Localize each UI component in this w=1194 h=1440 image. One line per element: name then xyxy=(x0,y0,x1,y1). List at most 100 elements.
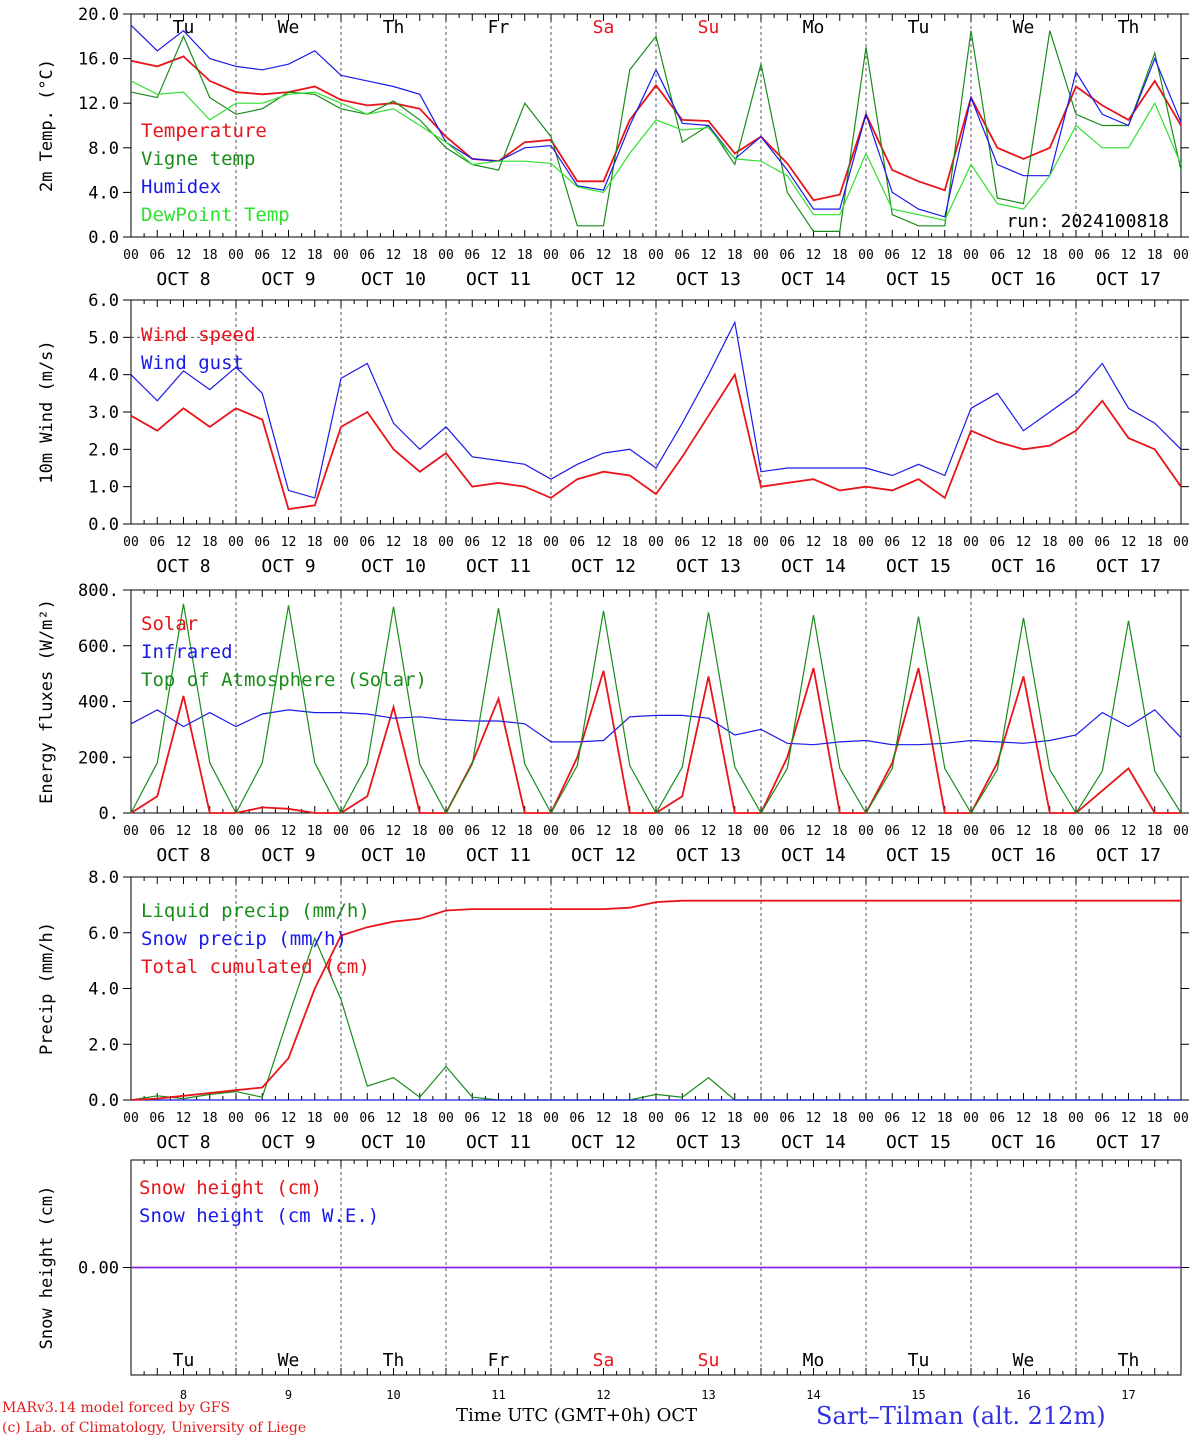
hour-tick-label: 00 xyxy=(438,535,454,550)
hour-tick-label: 12 xyxy=(386,535,402,550)
date-label: OCT 16 xyxy=(991,556,1056,577)
hour-tick-label: 18 xyxy=(832,248,848,263)
hour-tick-label: 00 xyxy=(753,248,769,263)
model-credit: MARv3.14 model forced by GFS xyxy=(2,1400,231,1416)
hour-tick-label: 06 xyxy=(674,824,690,839)
date-label: OCT 13 xyxy=(676,1132,741,1153)
y-tick-label: 16.0 xyxy=(78,50,119,70)
hour-tick-label: 12 xyxy=(806,248,822,263)
hour-tick-label: 00 xyxy=(543,824,559,839)
hour-tick-label: 00 xyxy=(648,535,664,550)
day-number-label: 14 xyxy=(806,1388,820,1402)
date-label: OCT 14 xyxy=(781,1132,846,1153)
hour-tick-label: 18 xyxy=(727,1111,743,1126)
hour-tick-label: 06 xyxy=(1094,1111,1110,1126)
date-label: OCT 8 xyxy=(156,269,210,290)
hour-tick-label: 00 xyxy=(438,248,454,263)
date-label: OCT 8 xyxy=(156,845,210,866)
y-tick-label: 12.0 xyxy=(78,94,119,114)
hour-tick-label: 12 xyxy=(911,535,927,550)
hour-tick-label: 00 xyxy=(1173,1111,1189,1126)
hour-tick-label: 00 xyxy=(858,824,874,839)
hour-tick-label: 12 xyxy=(386,824,402,839)
hour-tick-label: 06 xyxy=(569,535,585,550)
weekday-label: Sa xyxy=(593,1350,615,1371)
date-label: OCT 8 xyxy=(156,1132,210,1153)
hour-tick-label: 12 xyxy=(806,824,822,839)
hour-tick-label: 00 xyxy=(963,824,979,839)
series-line-vigne-temp xyxy=(130,30,1182,232)
hour-tick-label: 12 xyxy=(911,824,927,839)
hour-tick-label: 12 xyxy=(701,248,717,263)
hour-tick-label: 00 xyxy=(1173,535,1189,550)
weekday-label: Fr xyxy=(488,1350,510,1371)
series-line-humidex xyxy=(130,24,1182,218)
weekday-label: Tu xyxy=(173,17,195,38)
hour-tick-label: 12 xyxy=(596,1111,612,1126)
date-label: OCT 9 xyxy=(261,556,315,577)
hour-tick-label: 18 xyxy=(937,1111,953,1126)
date-label: OCT 14 xyxy=(781,845,846,866)
hour-tick-label: 00 xyxy=(1068,535,1084,550)
y-axis-label: Precip (mm/h) xyxy=(37,922,57,1055)
hour-tick-label: 06 xyxy=(674,535,690,550)
y-tick-label: 5.0 xyxy=(88,328,119,348)
hour-tick-label: 00 xyxy=(963,535,979,550)
hour-tick-label: 00 xyxy=(858,535,874,550)
hour-tick-label: 00 xyxy=(228,248,244,263)
weekday-label: Fr xyxy=(488,17,510,38)
hour-tick-label: 00 xyxy=(543,1111,559,1126)
date-label: OCT 17 xyxy=(1096,269,1161,290)
weekday-label: Tu xyxy=(173,1350,195,1371)
hour-tick-label: 12 xyxy=(386,1111,402,1126)
y-tick-label: 0.0 xyxy=(88,515,119,535)
hour-tick-label: 18 xyxy=(517,1111,533,1126)
hour-tick-label: 06 xyxy=(989,824,1005,839)
date-label: OCT 9 xyxy=(261,1132,315,1153)
panel-frame xyxy=(130,589,1182,814)
weekday-label: We xyxy=(278,17,300,38)
hour-tick-label: 06 xyxy=(359,824,375,839)
hour-tick-label: 06 xyxy=(884,248,900,263)
hour-tick-label: 00 xyxy=(438,1111,454,1126)
hour-tick-label: 18 xyxy=(517,248,533,263)
legend-entry: Solar xyxy=(141,613,198,635)
y-axis-label: Snow height (cm) xyxy=(37,1186,57,1350)
hour-tick-label: 18 xyxy=(1147,248,1163,263)
date-label: OCT 11 xyxy=(466,269,531,290)
hour-tick-label: 00 xyxy=(753,824,769,839)
hour-tick-label: 18 xyxy=(622,824,638,839)
hour-tick-label: 06 xyxy=(779,248,795,263)
run-label: run: 2024100818 xyxy=(1006,211,1169,232)
hour-tick-label: 18 xyxy=(202,824,218,839)
hour-tick-label: 12 xyxy=(806,1111,822,1126)
hour-tick-label: 18 xyxy=(1042,824,1058,839)
hour-tick-label: 12 xyxy=(281,248,297,263)
series-line-top-of-atmosphere-solar- xyxy=(130,603,1182,815)
hour-tick-label: 06 xyxy=(569,824,585,839)
hour-tick-label: 12 xyxy=(701,1111,717,1126)
hour-tick-label: 18 xyxy=(517,824,533,839)
hour-tick-label: 06 xyxy=(989,248,1005,263)
hour-tick-label: 06 xyxy=(254,1111,270,1126)
hour-tick-label: 00 xyxy=(228,1111,244,1126)
hour-tick-label: 12 xyxy=(176,248,192,263)
hour-tick-label: 18 xyxy=(832,824,848,839)
date-label: OCT 9 xyxy=(261,269,315,290)
date-label: OCT 8 xyxy=(156,556,210,577)
date-label: OCT 11 xyxy=(466,1132,531,1153)
weekday-label: Th xyxy=(1118,17,1140,38)
hour-tick-label: 18 xyxy=(307,824,323,839)
hour-tick-label: 00 xyxy=(1068,824,1084,839)
date-label: OCT 13 xyxy=(676,269,741,290)
hour-tick-label: 06 xyxy=(464,824,480,839)
hour-tick-label: 18 xyxy=(202,535,218,550)
hour-tick-label: 12 xyxy=(1016,1111,1032,1126)
day-number-label: 8 xyxy=(180,1388,187,1402)
y-tick-label: 1.0 xyxy=(88,478,119,498)
hour-tick-label: 18 xyxy=(1147,824,1163,839)
hour-tick-label: 06 xyxy=(149,1111,165,1126)
hour-tick-label: 18 xyxy=(622,248,638,263)
y-axis-label: 2m Temp. (°C) xyxy=(37,59,57,192)
